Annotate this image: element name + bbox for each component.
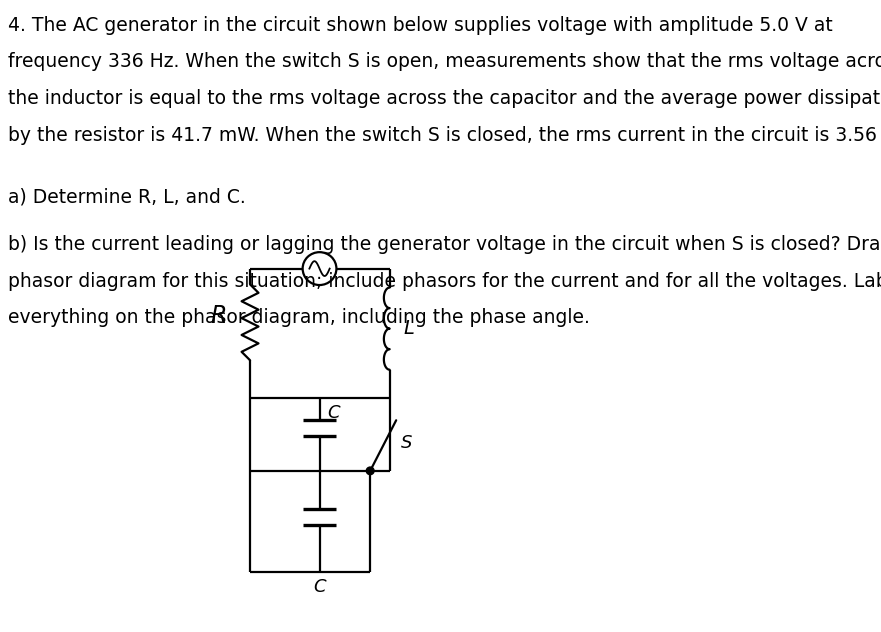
Text: b) Is the current leading or lagging the generator voltage in the circuit when S: b) Is the current leading or lagging the… — [8, 235, 881, 254]
Text: phasor diagram for this situation; include phasors for the current and for all t: phasor diagram for this situation; inclu… — [8, 272, 881, 291]
Text: a) Determine R, L, and C.: a) Determine R, L, and C. — [8, 188, 246, 207]
Text: L: L — [404, 319, 415, 338]
Circle shape — [366, 467, 374, 475]
Text: C: C — [314, 578, 326, 596]
Text: 4. The AC generator in the circuit shown below supplies voltage with amplitude 5: 4. The AC generator in the circuit shown… — [8, 16, 833, 35]
Text: C: C — [328, 404, 340, 422]
Text: by the resistor is 41.7 mW. When the switch S is closed, the rms current in the : by the resistor is 41.7 mW. When the swi… — [8, 126, 881, 145]
Text: frequency 336 Hz. When the switch S is open, measurements show that the rms volt: frequency 336 Hz. When the switch S is o… — [8, 52, 881, 71]
Text: the inductor is equal to the rms voltage across the capacitor and the average po: the inductor is equal to the rms voltage… — [8, 89, 881, 108]
Text: R: R — [211, 304, 227, 328]
Text: everything on the phasor diagram, including the phase angle.: everything on the phasor diagram, includ… — [8, 308, 589, 327]
Text: S: S — [402, 434, 412, 452]
